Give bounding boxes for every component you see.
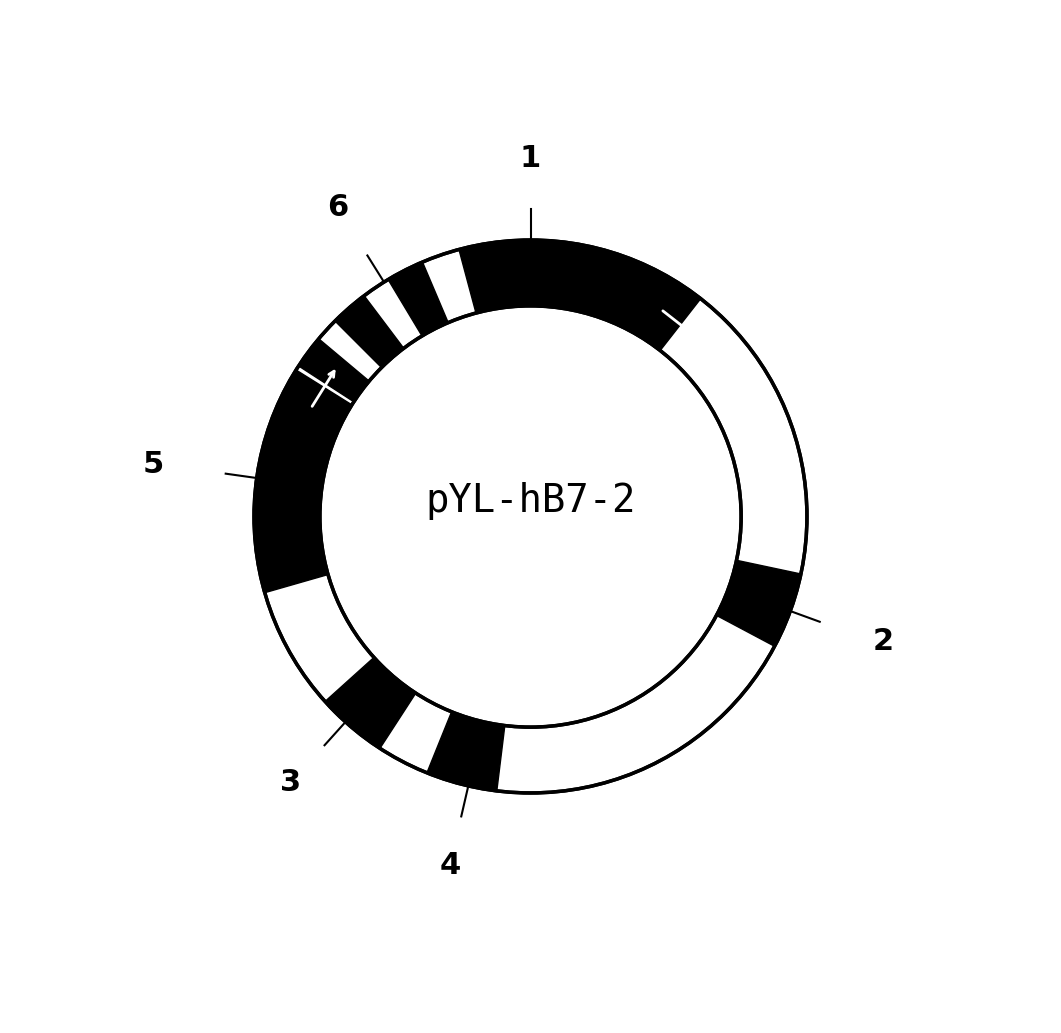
Text: 4: 4 (439, 851, 460, 880)
Polygon shape (427, 712, 505, 791)
Polygon shape (335, 295, 404, 368)
Polygon shape (254, 370, 352, 593)
Text: 5: 5 (142, 450, 163, 479)
Polygon shape (388, 262, 448, 336)
Text: 1: 1 (520, 144, 541, 174)
Text: 2: 2 (873, 627, 893, 656)
Polygon shape (459, 240, 700, 350)
Polygon shape (716, 560, 801, 647)
Polygon shape (298, 339, 369, 402)
Text: 6: 6 (327, 193, 348, 222)
Text: 3: 3 (280, 768, 301, 797)
Text: pYL-hB7-2: pYL-hB7-2 (425, 481, 636, 520)
Circle shape (254, 240, 807, 793)
Polygon shape (325, 657, 416, 748)
